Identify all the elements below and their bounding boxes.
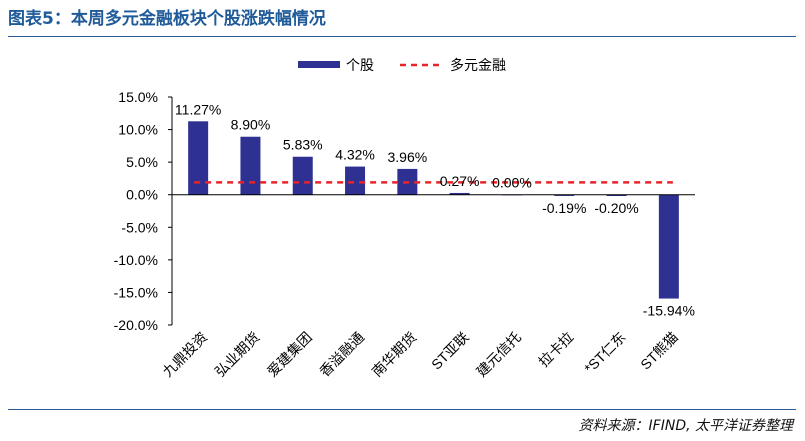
- data-label: 4.32%: [335, 147, 375, 163]
- data-label: -0.20%: [594, 200, 638, 216]
- x-tick-label: 爱建集团: [264, 329, 315, 380]
- y-tick-label: 15.0%: [118, 89, 158, 105]
- bar: [554, 194, 575, 196]
- bar: [658, 194, 679, 299]
- legend-label-reference: 多元金融: [450, 57, 506, 73]
- y-tick-label: -5.0%: [121, 219, 158, 235]
- y-tick-label: 5.0%: [126, 154, 158, 170]
- y-tick-label: -10.0%: [114, 252, 158, 268]
- data-label: -0.19%: [542, 200, 586, 216]
- y-tick-label: 10.0%: [118, 122, 158, 138]
- x-tick-label: 九鼎投资: [159, 329, 210, 380]
- data-label: 3.96%: [387, 149, 427, 165]
- bar: [449, 192, 470, 195]
- x-tick-label: 香溢融通: [316, 329, 367, 380]
- x-tick-label: 南华期货: [369, 329, 420, 380]
- bars: [188, 121, 679, 299]
- title-divider: [8, 36, 796, 37]
- y-tick-label: -20.0%: [114, 317, 158, 333]
- data-label: 5.83%: [283, 137, 323, 153]
- legend: 个股 多元金融: [298, 57, 506, 73]
- bar: [188, 121, 209, 195]
- legend-swatch-stocks: [298, 61, 340, 68]
- y-tick-label: -15.0%: [114, 284, 158, 300]
- legend-label-stocks: 个股: [346, 57, 374, 73]
- bar: [240, 136, 261, 195]
- bar: [292, 156, 313, 195]
- data-label: -15.94%: [643, 303, 695, 319]
- source-note: 资料来源：IFIND, 太平洋证券整理: [578, 418, 793, 434]
- y-axis: 15.0% 10.0% 5.0% 0.0% -5.0% -10.0% -15.0% -20.0…: [114, 89, 173, 333]
- data-label: 0.00%: [492, 175, 532, 191]
- x-tick-label: ST亚联: [428, 329, 472, 373]
- x-tick-label: 拉卡拉: [535, 329, 576, 370]
- data-labels: 11.27% 8.90% 5.83% 4.32% 3.96% 0.27% 0.00% -0.1…: [175, 101, 695, 318]
- x-tick-label: 弘业期货: [212, 329, 263, 380]
- bar: [606, 194, 627, 197]
- y-tick-label: 0.0%: [126, 187, 158, 203]
- x-tick-labels: 九鼎投资 弘业期货 爱建集团 香溢融通 南华期货 ST亚联 建元信托 拉卡拉 *ST仁东 ST熊猫: [159, 329, 681, 380]
- figure-title: 图表5：本周多元金融板块个股涨跌幅情况: [8, 9, 326, 29]
- x-tick-label: *ST仁东: [581, 329, 629, 377]
- data-label: 8.90%: [231, 117, 271, 133]
- bar: [345, 166, 366, 195]
- bottom-divider: [8, 409, 796, 410]
- x-tick-label: 建元信托: [473, 329, 524, 380]
- x-tick-label: ST熊猫: [637, 329, 681, 373]
- data-label: 11.27%: [175, 101, 221, 117]
- data-label: 0.27%: [440, 173, 480, 189]
